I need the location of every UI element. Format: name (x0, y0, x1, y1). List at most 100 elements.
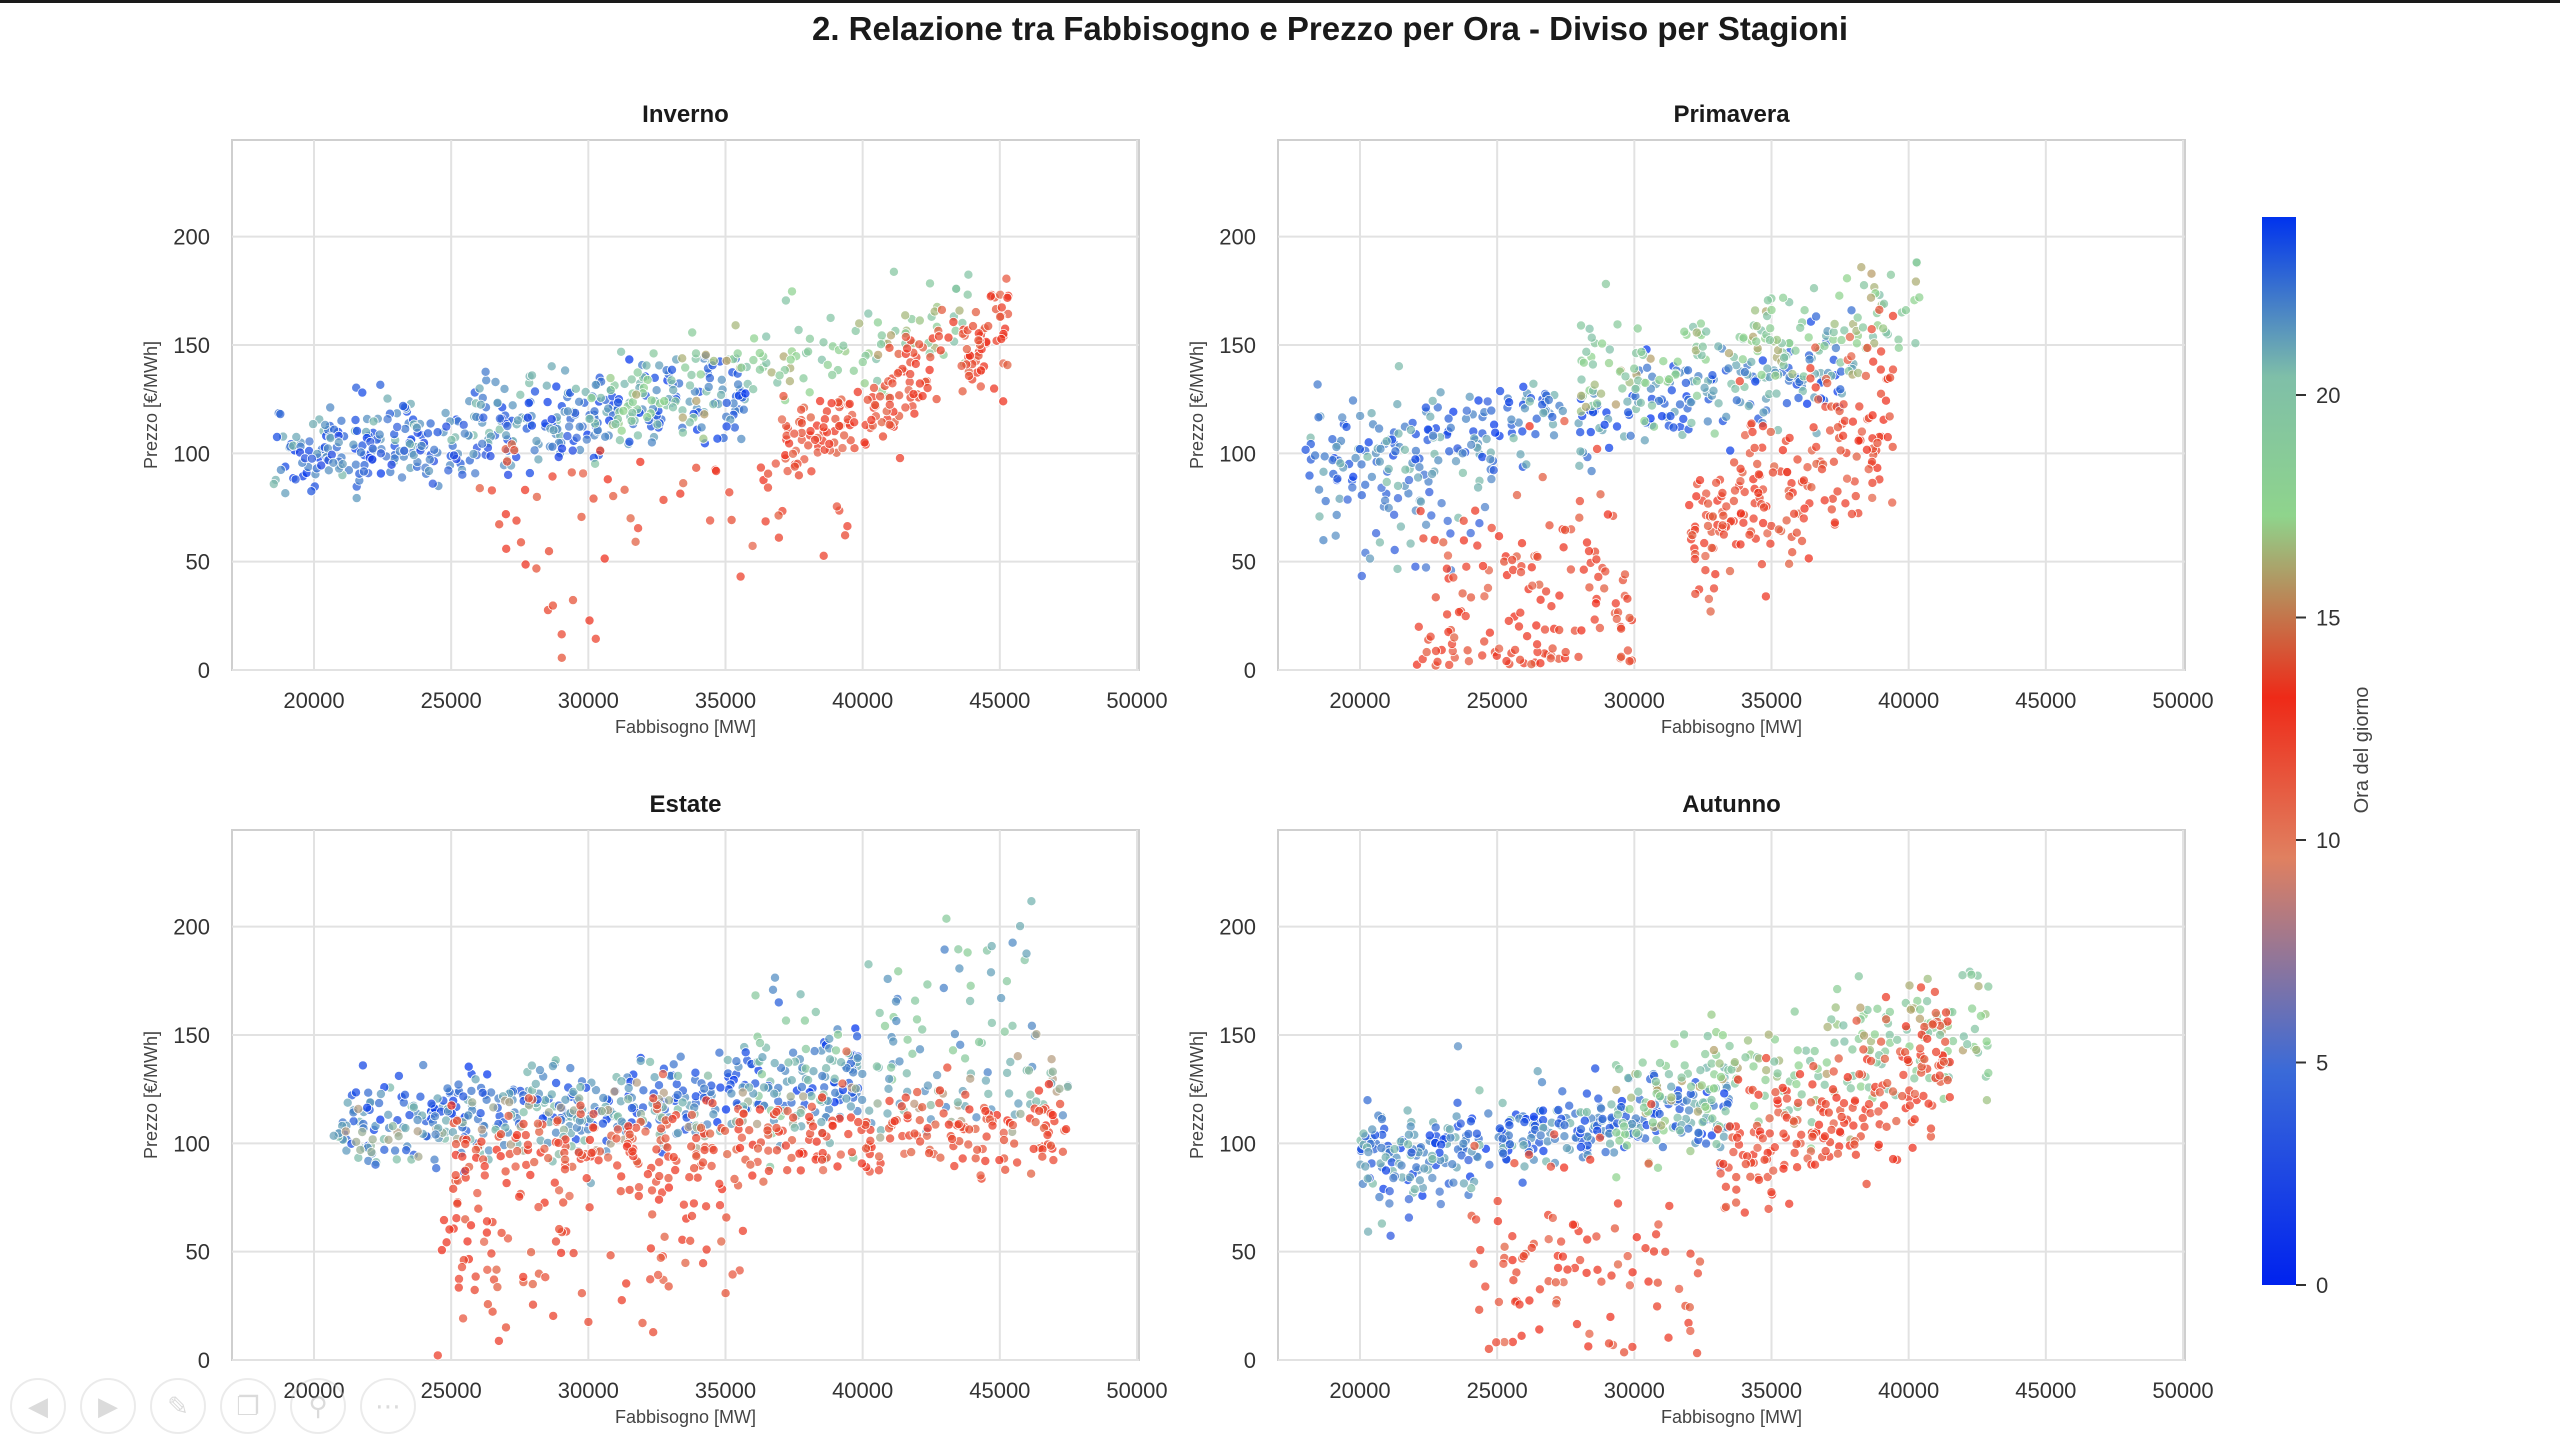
scatter-point (1519, 1117, 1530, 1128)
scatter-point (891, 996, 902, 1007)
scatter-point (584, 413, 595, 424)
scatter-point (1718, 1158, 1729, 1169)
scatter-point (1448, 1177, 1459, 1188)
scatter-point (951, 283, 962, 294)
scatter-point (1657, 1142, 1668, 1153)
scatter-point (677, 427, 688, 438)
scatter-point (758, 1176, 769, 1187)
scatter-point (448, 1183, 459, 1194)
scatter-point (731, 1056, 742, 1067)
scatter-point (1795, 322, 1806, 333)
scatter-point (1414, 1175, 1425, 1186)
scatter-point (562, 431, 573, 442)
scatter-point (1443, 413, 1454, 424)
scatter-point (677, 1097, 688, 1108)
scatter-point (1745, 1171, 1756, 1182)
scatter-point (486, 1248, 497, 1259)
x-tick-label: 50000 (1106, 688, 1167, 713)
scatter-point (368, 416, 379, 427)
prev-icon[interactable]: ◀ (10, 1378, 66, 1434)
scatter-point (720, 1288, 731, 1299)
subplot-title: Inverno (642, 101, 729, 128)
scatter-point (1327, 434, 1338, 445)
scatter-point (956, 360, 967, 371)
scatter-point (1597, 1114, 1608, 1125)
scatter-point (720, 1125, 731, 1136)
scatter-point (1802, 462, 1813, 473)
zoom-icon[interactable]: ⚲ (290, 1378, 346, 1434)
scatter-point (805, 426, 816, 437)
scatter-point (763, 1165, 774, 1176)
copy-icon[interactable]: ❐ (220, 1378, 276, 1434)
scatter-point (1389, 1144, 1400, 1155)
scatter-point (1462, 645, 1473, 656)
scatter-point (1516, 1330, 1527, 1341)
scatter-point (1750, 376, 1761, 387)
scatter-point (793, 470, 804, 481)
scatter-point (1604, 1338, 1615, 1349)
scatter-point (1771, 388, 1782, 399)
scatter-point (575, 1100, 586, 1111)
scatter-point (411, 422, 422, 433)
scatter-point (590, 633, 601, 644)
scatter-point (1810, 342, 1821, 353)
scatter-point (819, 414, 830, 425)
scatter-point (1743, 1035, 1754, 1046)
scatter-point (1371, 528, 1382, 539)
play-icon[interactable]: ▶ (80, 1378, 136, 1434)
x-tick-label: 45000 (969, 1378, 1030, 1403)
scatter-point (796, 418, 807, 429)
scatter-point (1366, 471, 1377, 482)
scatter-point (654, 1194, 665, 1205)
scatter-point (1491, 1337, 1502, 1348)
scatter-point (827, 369, 838, 380)
scatter-point (906, 1147, 917, 1158)
scatter-point (1444, 1124, 1455, 1135)
scatter-point (800, 1044, 811, 1055)
scatter-point (304, 436, 315, 447)
scatter-point (1672, 356, 1683, 367)
scatter-point (1931, 1047, 1942, 1058)
scatter-point (1054, 1083, 1065, 1094)
scatter-point (1609, 1223, 1620, 1234)
scatter-point (501, 1178, 512, 1189)
y-axis-label: Prezzo [€/MWh] (141, 341, 161, 469)
scatter-point (1418, 533, 1429, 544)
scatter-point (853, 1117, 864, 1128)
more-icon[interactable]: ⋯ (360, 1378, 416, 1434)
scatter-point (964, 370, 975, 381)
scatter-point (722, 1055, 733, 1066)
scatter-point (1891, 1116, 1902, 1127)
scatter-point (552, 1115, 563, 1126)
scatter-point (1866, 1056, 1877, 1067)
scatter-point (509, 445, 520, 456)
scatter-point (1554, 590, 1565, 601)
y-tick-label: 50 (186, 550, 210, 575)
scatter-point (1691, 491, 1702, 502)
scatter-point (357, 1060, 368, 1071)
scatter-point (500, 1166, 511, 1177)
scatter-point (621, 1278, 632, 1289)
scatter-point (740, 388, 751, 399)
scatter-point (1809, 283, 1820, 294)
scatter-point (1604, 344, 1615, 355)
scatter-point (624, 1184, 635, 1195)
scatter-point (1435, 1199, 1446, 1210)
scatter-point (1612, 319, 1623, 330)
scatter-point (531, 563, 542, 574)
scatter-point (885, 1133, 896, 1144)
scatter-point (1854, 401, 1865, 412)
colorbar-tick-label: 5 (2316, 1051, 2328, 1076)
scatter-point (593, 1155, 604, 1166)
scatter-point (655, 1252, 666, 1263)
scatter-point (884, 1073, 895, 1084)
scatter-point (714, 1047, 725, 1058)
scatter-point (1383, 502, 1394, 513)
scatter-point (1591, 598, 1602, 609)
scatter-point (761, 331, 772, 342)
scatter-point (1846, 508, 1857, 519)
scatter-point (630, 536, 641, 547)
scatter-point (1850, 491, 1861, 502)
pen-icon[interactable]: ✎ (150, 1378, 206, 1434)
scatter-point (326, 449, 337, 460)
